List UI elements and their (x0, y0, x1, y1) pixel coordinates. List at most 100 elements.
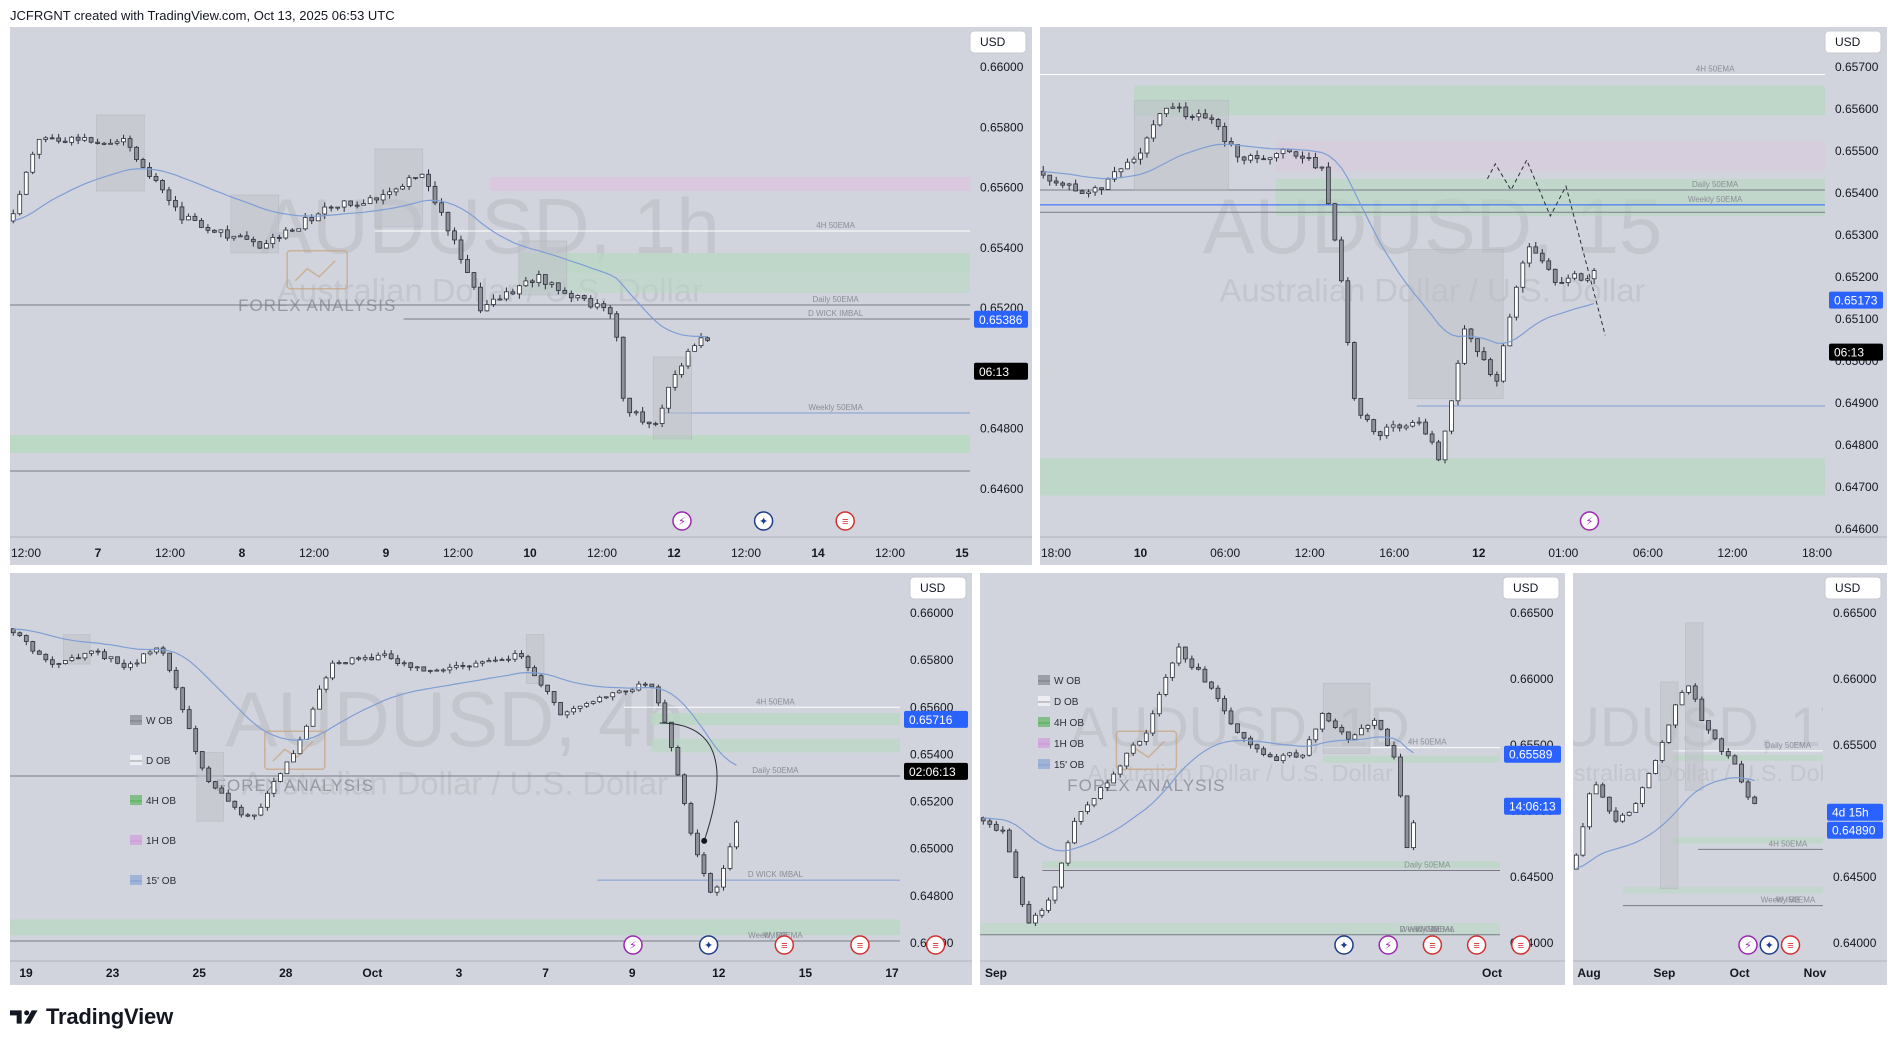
candle-body (141, 653, 146, 664)
candle-body (1653, 760, 1658, 774)
last-price-tag (1504, 745, 1561, 763)
legend-label: 15' OB (1054, 760, 1085, 771)
candle-body (1274, 153, 1279, 159)
candle-body (594, 303, 600, 308)
y-tick-label: 0.65200 (1835, 270, 1879, 284)
chart-panel-weekly[interactable]: AUDUSD, 1WAustralian Dollar / U.S. Dolla… (1573, 573, 1887, 985)
chart-panel-4h[interactable]: AUDUSD, 4h Australian Dollar / U.S. Dolla… (10, 573, 972, 985)
candle-body (588, 298, 594, 308)
candle-body (1248, 155, 1253, 161)
event-marker-flash (1738, 935, 1758, 955)
y-tick-label: 0.66000 (910, 606, 954, 620)
y-tick-label: 0.65700 (1835, 60, 1879, 74)
candle-body (328, 206, 334, 209)
chart-panel-1h[interactable]: AUDUSD, 1h Australian Dollar / U.S. Dolla… (10, 27, 1032, 565)
candle-body (1699, 698, 1705, 722)
candle-body (1306, 157, 1312, 159)
candle-body (1613, 810, 1619, 822)
legend-label: W OB (1054, 676, 1081, 687)
candle-body (1176, 646, 1182, 664)
candle-body (675, 746, 681, 776)
tradingview-logo[interactable]: TradingView (10, 1004, 173, 1030)
candle-body (1573, 854, 1579, 870)
legend-label: D OB (146, 756, 171, 767)
candle-body (1189, 658, 1195, 668)
candle-body (336, 662, 342, 664)
candle-body (238, 235, 243, 238)
order-block (652, 356, 692, 440)
candle-body (434, 669, 440, 672)
candle-body (369, 657, 374, 661)
candle-body (1144, 137, 1150, 154)
order-block (230, 194, 280, 254)
candle-body (1228, 710, 1234, 725)
y-tick-label: 0.65100 (1835, 312, 1879, 326)
event-marker-US (1511, 935, 1531, 955)
event-marker-US (774, 935, 795, 955)
candle-body (82, 137, 87, 141)
zone-band (490, 177, 970, 191)
candle-body (642, 683, 648, 686)
y-tick-label: 0.65400 (980, 241, 1024, 255)
y-tick-label: 0.65500 (1833, 738, 1877, 752)
candle-body (1151, 124, 1156, 139)
legend-label: 4H OB (1054, 718, 1084, 729)
candle-body (646, 421, 652, 425)
zone-band (1040, 458, 1825, 496)
candle-body (987, 820, 993, 825)
candle-body (134, 146, 139, 160)
currency-label: USD (1835, 581, 1861, 595)
candle-body (1241, 156, 1247, 161)
logo-trend-icon (1123, 740, 1165, 762)
candle-body (1138, 152, 1143, 160)
candle-body (1391, 745, 1397, 758)
event-icon-US: ≡ (1518, 940, 1524, 952)
candle-body (1397, 424, 1403, 429)
price-axis-bg (970, 27, 1032, 565)
x-tick-label: 01:00 (1548, 546, 1578, 560)
price-axis-bg (1500, 573, 1565, 985)
candle-body (69, 657, 75, 661)
candle-body (1725, 751, 1731, 757)
candle-body (538, 675, 544, 686)
candle-body (56, 663, 62, 666)
candle-body (193, 728, 199, 752)
candle-body (95, 650, 101, 653)
legend-swatch (130, 875, 142, 885)
candle-body (1156, 693, 1162, 715)
projection-arc (659, 722, 718, 842)
candle-body (121, 138, 126, 143)
zone-band (650, 713, 900, 725)
candle-body (101, 142, 107, 145)
candle-body (82, 652, 88, 659)
candle-body (1000, 829, 1006, 832)
candle-body (283, 229, 289, 239)
candle-body (296, 228, 302, 232)
x-tick-label: 9 (383, 546, 390, 560)
event-icon-AU: ✦ (1339, 940, 1348, 952)
candle-body (395, 658, 401, 664)
chart-panel-daily[interactable]: AUDUSD, 1D Australian Dollar / U.S. Dolla… (980, 573, 1565, 985)
candle-body (1326, 713, 1332, 722)
candle-body (375, 654, 381, 661)
event-icon-US: ≡ (857, 940, 863, 952)
candle-body (1306, 739, 1312, 756)
candle-body (734, 821, 739, 848)
chart-weekly-svg[interactable]: AUDUSD, 1WAustralian Dollar / U.S. Dolla… (1573, 573, 1887, 985)
candle-body (1372, 719, 1377, 726)
legend-label: 15' OB (146, 876, 177, 887)
x-tick-label: 12:00 (587, 546, 617, 560)
candle-body (1222, 126, 1228, 142)
event-marker-flash (1579, 511, 1600, 531)
zone-band (1673, 837, 1823, 844)
candle-body (1267, 754, 1273, 758)
candle-body (343, 662, 348, 665)
candle-body (341, 200, 347, 208)
candle-body (36, 138, 42, 155)
candle-body (682, 774, 687, 804)
